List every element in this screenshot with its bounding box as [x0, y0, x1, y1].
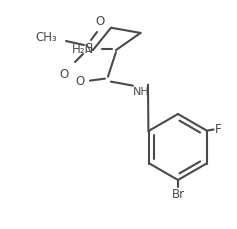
Text: CH₃: CH₃	[35, 30, 57, 43]
Text: O: O	[95, 14, 105, 27]
Text: F: F	[215, 123, 222, 135]
Text: Br: Br	[171, 188, 185, 201]
Text: H₂N: H₂N	[72, 42, 94, 55]
Text: S: S	[84, 41, 92, 54]
Text: O: O	[59, 67, 69, 80]
Text: O: O	[75, 75, 85, 88]
Text: NH: NH	[132, 86, 149, 96]
